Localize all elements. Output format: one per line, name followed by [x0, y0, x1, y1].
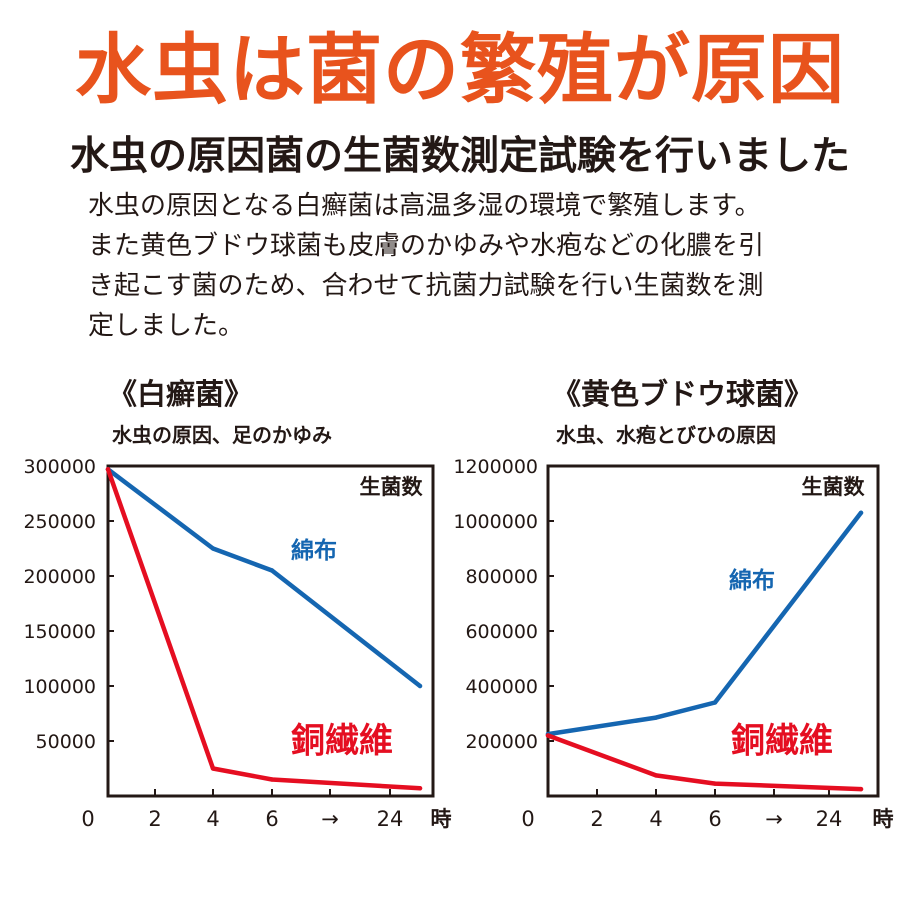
series-label-copper: 銅繊維 — [731, 721, 833, 761]
y-tick-label: 200000 — [465, 731, 538, 753]
data-point-cotton — [712, 700, 718, 705]
data-point-copper — [545, 733, 551, 738]
series-label-cotton: 綿布 — [291, 537, 337, 564]
x-unit-label: 時 — [431, 807, 452, 831]
y-tick-label: 600000 — [465, 621, 538, 643]
data-point-cotton — [653, 715, 659, 720]
subheadline: 水虫の原因菌の生菌数測定試験を行いました — [69, 134, 850, 179]
x-tick-label: → — [765, 807, 783, 831]
y-tick-label: 150000 — [23, 621, 96, 643]
x-tick-label: 2 — [590, 807, 603, 831]
x-unit-label: 時 — [873, 807, 894, 831]
chart-staphylococcus: 1200000 1000000 800000 600000 400000 200000 0 2… — [453, 456, 894, 831]
y-tick-label: 50000 — [36, 731, 96, 753]
x-tick-label: 2 — [148, 807, 161, 831]
x-tick-label: 4 — [206, 807, 219, 831]
y-axis-label: 生菌数 — [360, 475, 424, 499]
data-point-copper — [269, 777, 275, 782]
data-point-cotton — [417, 683, 423, 689]
y-tick-label: 200000 — [23, 566, 96, 588]
x-tick-label: 4 — [649, 807, 662, 831]
data-point-cotton — [269, 568, 275, 573]
y-tick-label: 250000 — [23, 511, 96, 533]
data-point-copper — [653, 773, 659, 778]
y-tick-label: 1000000 — [453, 511, 538, 533]
chart-title-staphylococcus: 《黄色ブドウ球菌》 — [552, 377, 814, 411]
y-tick-label: 400000 — [465, 676, 538, 698]
series-label-cotton: 綿布 — [729, 567, 775, 594]
x-tick-label: 0 — [521, 807, 534, 831]
x-tick-label: 24 — [816, 807, 843, 831]
x-tick-label: 6 — [708, 807, 721, 831]
x-tick-label: 0 — [81, 807, 94, 831]
series-line-copper — [105, 467, 423, 791]
body-line: 定しました。 — [88, 311, 245, 341]
series-line-cotton — [545, 510, 864, 737]
data-point-copper — [858, 786, 864, 792]
data-point-cotton — [858, 510, 864, 515]
series-line-copper — [545, 733, 864, 792]
y-tick-label: 300000 — [23, 456, 96, 478]
data-point-copper — [210, 766, 216, 771]
body-line: また黄色ブドウ球菌も皮膚のかゆみや水疱などの化膿を引 — [88, 231, 765, 261]
data-point-copper — [712, 781, 718, 786]
x-tick-label: 24 — [377, 807, 404, 831]
y-tick-label: 100000 — [23, 676, 96, 698]
y-tick-label: 1200000 — [453, 456, 538, 478]
x-tick-label: 6 — [265, 807, 278, 831]
body-line: き起こす菌のため、合わせて抗菌力試験を行い生菌数を測 — [88, 271, 764, 301]
body-line: 水虫の原因となる白癬菌は高温多湿の環境で繁殖します。 — [88, 191, 761, 221]
x-tick-label: → — [321, 807, 339, 831]
chart-subtitle-trichophyton: 水虫の原因、足のかゆみ — [112, 423, 332, 447]
chart-subtitle-staphylococcus: 水虫、水疱とびひの原因 — [556, 423, 776, 447]
data-point-copper — [105, 467, 111, 472]
data-point-copper — [417, 786, 423, 791]
chart-title-trichophyton: 《白癬菌》 — [108, 377, 254, 411]
y-tick-label: 800000 — [465, 566, 538, 588]
body-text: 水虫の原因となる白癬菌は高温多湿の環境で繁殖します。 また黄色ブドウ球菌も皮膚の… — [88, 186, 888, 346]
series-label-copper: 銅繊維 — [291, 721, 393, 761]
headline: 水虫は菌の繁殖が原因 — [75, 25, 845, 114]
data-point-cotton — [210, 546, 216, 551]
y-axis-label: 生菌数 — [802, 475, 866, 499]
series-line-cotton — [105, 467, 423, 689]
